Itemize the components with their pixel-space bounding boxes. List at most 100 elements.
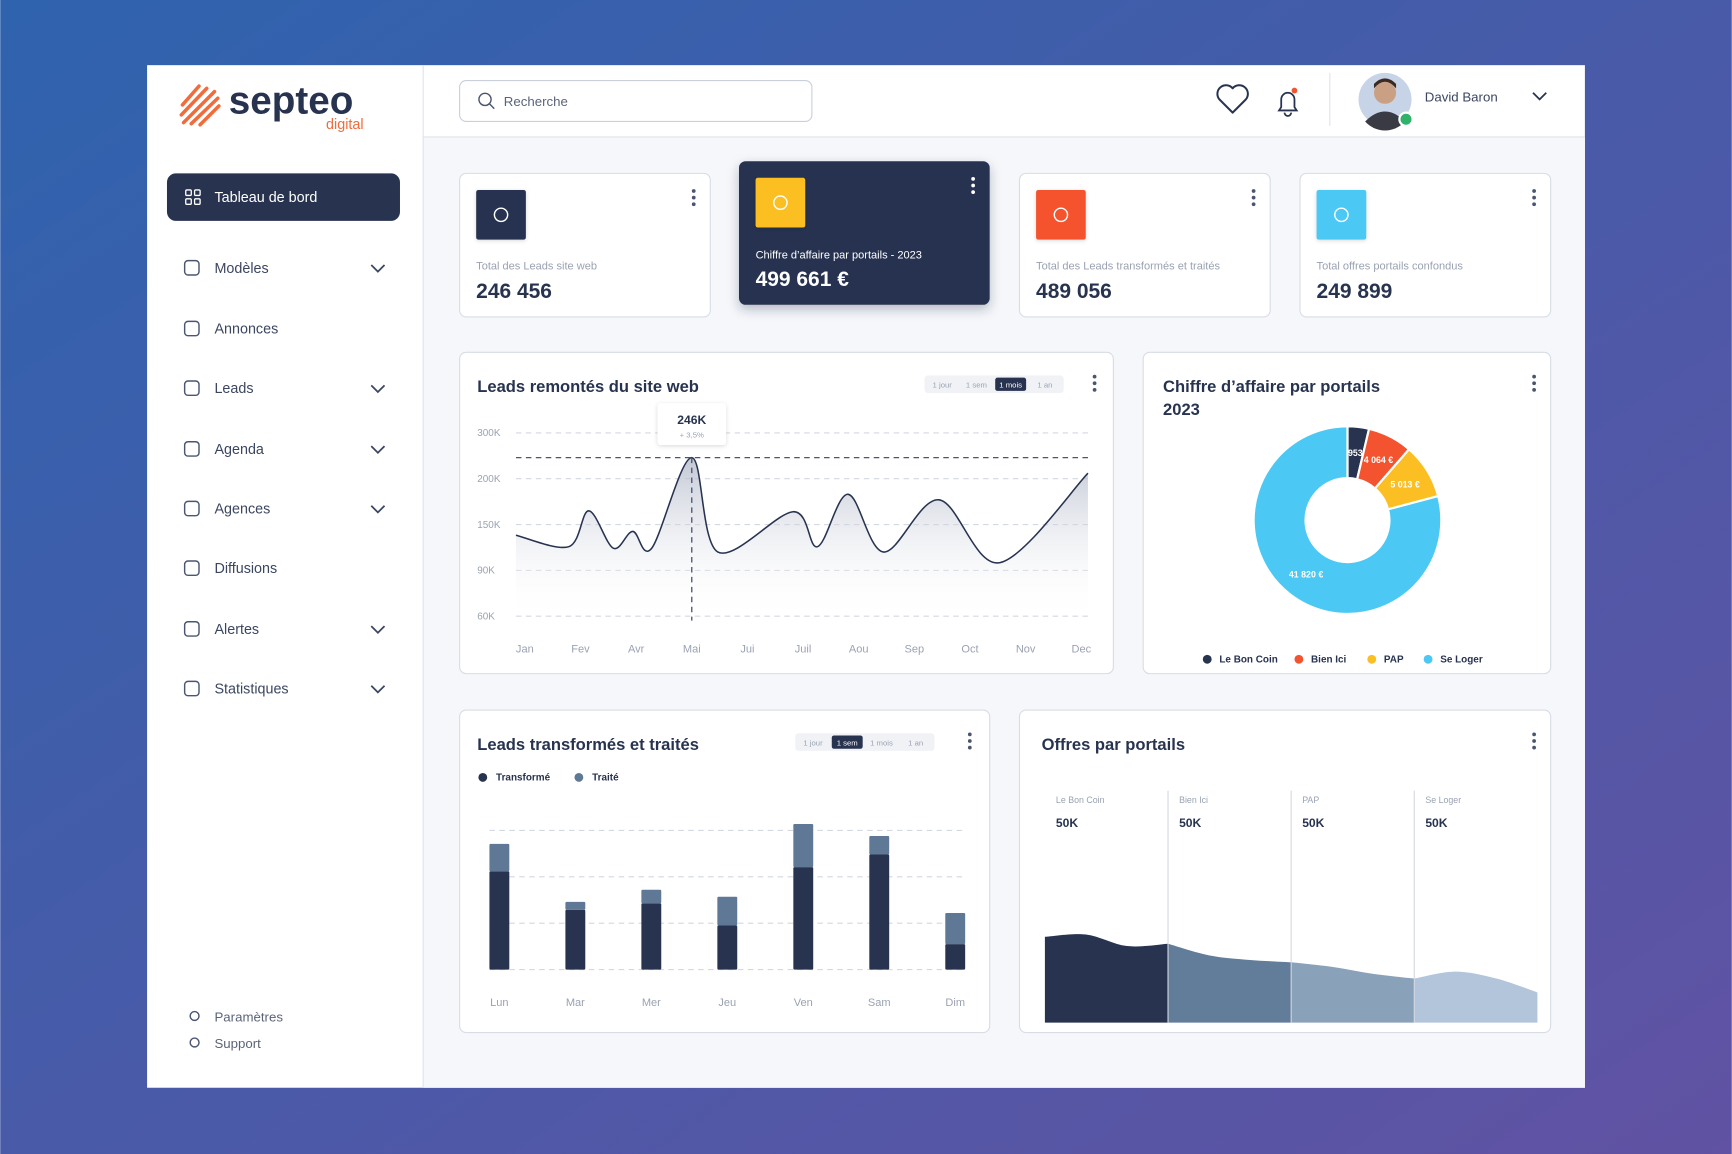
kpi-menu[interactable] xyxy=(691,195,696,200)
kpi-label: Chiffre d’affaire par portails - 2023 xyxy=(756,249,922,261)
legend-label: Transformé xyxy=(496,773,551,784)
x-tick-label: Dim xyxy=(945,997,965,1009)
nav-label[interactable]: Agences xyxy=(214,502,270,518)
favorites-icon[interactable] xyxy=(1216,84,1249,114)
kpi-row: Total des Leads site web 246 456 Chiffre d… xyxy=(459,161,1552,318)
user-menu-chevron[interactable] xyxy=(1532,92,1547,101)
kpi-icon xyxy=(755,177,806,228)
footer-link[interactable]: Paramètres xyxy=(214,1009,283,1024)
footer-link[interactable]: Support xyxy=(214,1036,261,1051)
column-value: 50K xyxy=(1425,816,1447,830)
column-label: Le Bon Coin xyxy=(1056,795,1105,805)
slice-label: 41 820 € xyxy=(1289,569,1323,579)
range-option[interactable]: 1 mois xyxy=(870,738,893,747)
range-option[interactable]: 1 sem xyxy=(966,381,987,390)
nav-list: Modèles Annonces Leads Agenda Agences Diffusi… xyxy=(183,259,386,1051)
range-active xyxy=(995,377,1027,391)
notifications-icon[interactable] xyxy=(1277,91,1299,117)
nav-label[interactable]: Alertes xyxy=(214,622,259,638)
bar-segment xyxy=(565,909,586,970)
charts: Leads remontés du site web 1 jour 1 sem 1 m… xyxy=(477,375,1538,1023)
card-menus[interactable] xyxy=(967,374,1536,750)
kpi-menu[interactable] xyxy=(1251,202,1256,207)
slice-label: 5 013 € xyxy=(1390,480,1420,490)
bar-segment xyxy=(717,925,738,970)
nav-label[interactable]: Leads xyxy=(214,381,253,397)
x-tick-label: Juil xyxy=(795,644,812,656)
search-placeholder[interactable]: Recherche xyxy=(504,94,568,109)
nav-label[interactable]: Diffusions xyxy=(214,561,277,577)
bar-segment xyxy=(869,836,890,855)
kpi-menu[interactable] xyxy=(971,177,975,181)
range-option[interactable]: 1 an xyxy=(1037,381,1052,390)
nav-chevron[interactable] xyxy=(370,445,386,455)
nav-active[interactable] xyxy=(166,173,400,221)
nav-chevron[interactable] xyxy=(370,685,386,694)
tooltip-value: 246K xyxy=(677,413,706,427)
range-option[interactable]: 1 jour xyxy=(933,381,953,390)
kpi-label: Total des Leads site web xyxy=(476,260,597,272)
bar-segment xyxy=(641,889,662,904)
line-area xyxy=(515,457,1088,621)
line xyxy=(515,456,1089,564)
user-name[interactable]: David Baron xyxy=(1425,90,1498,105)
legend-label: Bien Ici xyxy=(1311,655,1347,666)
brand-sub: digital xyxy=(326,117,363,133)
kpi-icon-glyph xyxy=(773,195,788,210)
range-switch xyxy=(795,733,935,751)
nav-chevron[interactable] xyxy=(370,625,386,635)
nav-icon xyxy=(183,500,200,517)
nav-chevron[interactable] xyxy=(370,264,386,273)
kpi-menu[interactable] xyxy=(971,190,975,195)
range-option[interactable]: 1 jour xyxy=(803,738,823,747)
kpi-icon-glyph xyxy=(1334,207,1349,223)
x-tick-label: Jan xyxy=(516,644,534,656)
bar-segment xyxy=(565,901,586,910)
nav-icon xyxy=(183,560,200,577)
range-option[interactable]: 1 an xyxy=(908,738,923,747)
avatar-body xyxy=(1365,111,1405,131)
x-tick-label: Sam xyxy=(868,997,891,1009)
kpi-menu[interactable] xyxy=(691,189,696,193)
range-option[interactable]: 1 sem xyxy=(837,738,858,747)
chart-subtitle: 2023 xyxy=(1163,400,1200,419)
range-option[interactable]: 1 mois xyxy=(999,381,1022,390)
search-icon xyxy=(478,92,492,107)
footer-icon xyxy=(189,1037,200,1048)
kpi-menu[interactable] xyxy=(1532,202,1536,207)
nav-active-label[interactable]: Tableau de bord xyxy=(214,190,317,206)
column-label: PAP xyxy=(1302,795,1319,805)
area xyxy=(1168,943,1292,1023)
x-tick-label: Jui xyxy=(740,644,754,656)
column-value: 50K xyxy=(1302,816,1324,830)
kpi-value: 489 056 xyxy=(1036,280,1112,303)
kpi-icon xyxy=(1316,189,1367,240)
legend-swatch xyxy=(1367,654,1377,664)
search-box[interactable] xyxy=(459,80,813,123)
kpi-icon xyxy=(476,189,526,240)
kpi-menu[interactable] xyxy=(1251,189,1256,193)
y-tick-label: 90K xyxy=(477,566,495,577)
card xyxy=(1142,351,1552,675)
y-tick-label: 300K xyxy=(477,428,501,439)
nav-label[interactable]: Modèles xyxy=(214,261,268,277)
kpi-menu[interactable] xyxy=(691,202,696,207)
y-tick-label: 200K xyxy=(477,474,501,485)
nav-label[interactable]: Annonces xyxy=(214,322,278,338)
kpi-menu[interactable] xyxy=(971,183,975,188)
card xyxy=(459,709,991,1034)
x-tick-label: Mai xyxy=(683,644,701,656)
legend-swatch xyxy=(478,773,488,782)
notification-dot xyxy=(1291,87,1298,94)
x-tick-label: Ven xyxy=(794,997,813,1009)
nav-label[interactable]: Agenda xyxy=(214,442,263,458)
nav-chevron[interactable] xyxy=(370,384,386,394)
slice-label: 1 953 € xyxy=(1341,448,1371,458)
chart-title: Leads transformés et traités xyxy=(477,735,699,754)
column-label: Se Loger xyxy=(1425,795,1461,805)
nav-chevron[interactable] xyxy=(370,505,386,514)
nav-label[interactable]: Statistiques xyxy=(214,682,288,698)
kpi-menu[interactable] xyxy=(1251,195,1256,200)
kpi-menu[interactable] xyxy=(1532,195,1536,200)
kpi-menu[interactable] xyxy=(1532,189,1536,193)
